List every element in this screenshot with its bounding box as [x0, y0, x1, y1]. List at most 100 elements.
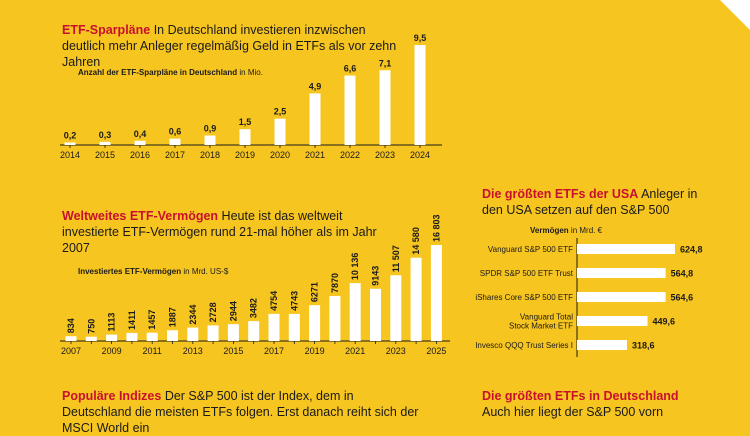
chart-largest-us-etfs: Vermögen in Mrd. € 624,8 Vanguard S&P 500 …: [475, 226, 703, 357]
bar: [106, 334, 118, 341]
bar: [309, 93, 321, 145]
data-label: 1457: [147, 310, 157, 330]
bar: [410, 257, 422, 341]
data-label: 1,5: [239, 117, 252, 127]
data-label: 16 803: [431, 214, 441, 242]
bar: [344, 75, 356, 145]
data-label: 318,6: [632, 341, 655, 351]
bar: [65, 336, 77, 341]
headline-body: In Deutschland investieren inzwischen de…: [62, 23, 397, 69]
x-tick-label: 2025: [426, 346, 446, 356]
bar: [309, 305, 321, 341]
bar: [134, 140, 146, 145]
x-tick-label: 2022: [340, 150, 360, 160]
data-label: 7,1: [379, 58, 392, 68]
data-label: 1113: [107, 313, 117, 332]
data-label: 14 580: [411, 227, 421, 255]
data-label: 834: [66, 318, 76, 333]
x-tick-label: 2016: [130, 150, 150, 160]
data-label: 449,6: [653, 317, 676, 327]
x-tick-label: 2007: [61, 346, 81, 356]
headline-body: Auch hier liegt der S&P 500 vorn: [482, 405, 664, 419]
data-label: 9143: [371, 266, 381, 286]
bar: [577, 316, 648, 326]
data-label: 6,6: [344, 64, 357, 74]
x-tick-label: 2024: [410, 150, 430, 160]
data-label: 0,3: [99, 130, 112, 140]
y-category-label: iShares Core S&P 500 ETF: [475, 293, 573, 302]
headline-body: Heute ist das weltweit investierte ETF-V…: [62, 209, 377, 255]
y-category-label: Stock Market ETF: [509, 322, 573, 331]
bar: [274, 118, 286, 145]
bar: [577, 268, 666, 278]
bar: [207, 325, 219, 341]
headline-red: Die größten ETFs der USA: [482, 187, 639, 201]
bar: [99, 141, 111, 145]
data-label: 0,2: [64, 131, 77, 141]
bar: [146, 332, 158, 341]
x-tick-label: 2019: [235, 150, 255, 160]
data-label: 564,6: [671, 293, 694, 303]
infographic-page: ETF-Sparpläne In Deutschland investieren…: [60, 0, 750, 435]
x-tick-label: 2015: [95, 150, 115, 160]
bar: [227, 324, 239, 341]
chart-global-etf-assets: Investiertes ETF-Vermögen in Mrd. US-$ 83…: [60, 214, 450, 356]
headline-body: Anleger in den USA setzen auf den S&P 50…: [482, 187, 698, 217]
data-label: 4743: [289, 291, 299, 311]
axis-label-unit: in Mio.: [237, 68, 263, 77]
headline-red: Populäre Indizes: [62, 389, 162, 403]
axis-label-main: Anzahl der ETF-Sparpläne in Deutschland: [78, 68, 237, 77]
bar: [64, 142, 76, 145]
x-tick-label: 2017: [165, 150, 185, 160]
bar: [349, 283, 361, 341]
corner-accent: [720, 0, 750, 30]
x-tick-label: 2020: [270, 150, 290, 160]
x-tick-label: 2021: [345, 346, 365, 356]
x-tick-label: 2011: [143, 346, 162, 356]
y-category-label: SPDR S&P 500 ETF Trust: [480, 269, 574, 278]
x-tick-label: 2021: [305, 150, 325, 160]
axis-label-unit: in Mrd. US-$: [181, 267, 229, 276]
chart-axis-label: Investiertes ETF-Vermögen in Mrd. US-$: [78, 267, 229, 276]
data-label: 11 507: [391, 245, 401, 272]
data-label: 2728: [208, 302, 218, 322]
bar: [187, 327, 199, 341]
bar: [248, 321, 260, 341]
axis-label-unit: in Mrd. €: [569, 226, 603, 235]
x-tick-label: 2019: [305, 346, 325, 356]
y-category-label: Invesco QQQ Trust Series I: [475, 341, 573, 350]
headline-global-etf-assets: Weltweites ETF-Vermögen Heute ist das we…: [62, 208, 402, 256]
bar: [329, 296, 341, 341]
axis-label-main: Vermögen: [530, 226, 569, 235]
data-label: 2944: [228, 301, 238, 321]
data-label: 1887: [168, 307, 178, 327]
data-label: 624,8: [680, 245, 703, 255]
bar: [577, 244, 675, 254]
data-label: 2,5: [274, 107, 287, 117]
data-label: 1411: [127, 310, 137, 330]
data-label: 0,4: [134, 129, 147, 139]
headline-red: Die größten ETFs in Deutschland: [482, 389, 679, 403]
chart-etf-savings-plans: Anzahl der ETF-Sparpläne in Deutschland …: [60, 33, 442, 160]
bar: [430, 245, 442, 341]
data-label: 9,5: [414, 33, 427, 43]
headline-red: Weltweites ETF-Vermögen: [62, 209, 219, 223]
bar: [390, 275, 402, 341]
bar: [370, 288, 381, 341]
data-label: 564,8: [671, 269, 694, 279]
x-tick-label: 2023: [386, 346, 406, 356]
bar: [577, 292, 666, 302]
chart-axis-label: Vermögen in Mrd. €: [530, 226, 603, 235]
x-tick-label: 2015: [223, 346, 243, 356]
bar: [239, 129, 251, 145]
chart-axis-label: Anzahl der ETF-Sparpläne in Deutschland …: [78, 68, 263, 77]
y-category-label: Vanguard Total: [520, 313, 573, 322]
bar: [204, 135, 216, 145]
x-tick-label: 2017: [264, 346, 284, 356]
bar: [126, 332, 138, 341]
bar: [379, 70, 391, 145]
data-label: 7870: [330, 273, 340, 293]
headline-largest-us-etfs: Die größten ETFs der USA Anleger in den …: [482, 186, 712, 218]
x-tick-label: 2013: [183, 346, 203, 356]
bar: [288, 313, 300, 341]
